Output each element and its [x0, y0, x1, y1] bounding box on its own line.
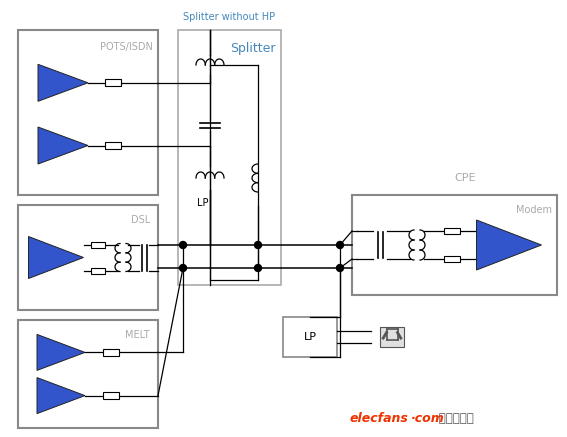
Polygon shape [38, 64, 88, 101]
Bar [444, 256, 460, 262]
Polygon shape [476, 220, 541, 270]
Bar [283, 317, 337, 357]
Text: elecfans: elecfans [350, 412, 409, 425]
Text: LP: LP [197, 198, 208, 208]
Bar [18, 30, 158, 195]
Text: Splitter: Splitter [231, 42, 276, 55]
Circle shape [180, 264, 187, 271]
Text: POTS/ISDN: POTS/ISDN [100, 42, 153, 52]
Text: 电子发烧友: 电子发烧友 [435, 412, 474, 425]
Bar [103, 392, 119, 399]
Bar [91, 242, 105, 247]
Bar [380, 327, 404, 347]
Text: CPE: CPE [454, 173, 476, 183]
Bar [18, 320, 158, 428]
Circle shape [336, 242, 344, 249]
Bar [105, 142, 121, 149]
Polygon shape [37, 334, 85, 371]
Circle shape [255, 264, 261, 271]
Bar [352, 195, 557, 295]
Text: ·com: ·com [411, 412, 445, 425]
Bar [444, 228, 460, 234]
Circle shape [255, 242, 261, 249]
Bar [91, 267, 105, 274]
Bar [178, 30, 281, 285]
Bar [103, 349, 119, 356]
Polygon shape [37, 378, 85, 413]
Text: Splitter without HP: Splitter without HP [184, 12, 276, 22]
Text: MELT: MELT [125, 330, 150, 340]
Polygon shape [38, 127, 88, 164]
Polygon shape [28, 236, 83, 278]
Text: LP: LP [303, 332, 316, 342]
Circle shape [336, 264, 344, 271]
Bar [18, 205, 158, 310]
Circle shape [180, 242, 187, 249]
Text: Modem: Modem [516, 205, 552, 215]
Bar [105, 79, 121, 86]
Text: DSL: DSL [131, 215, 150, 225]
